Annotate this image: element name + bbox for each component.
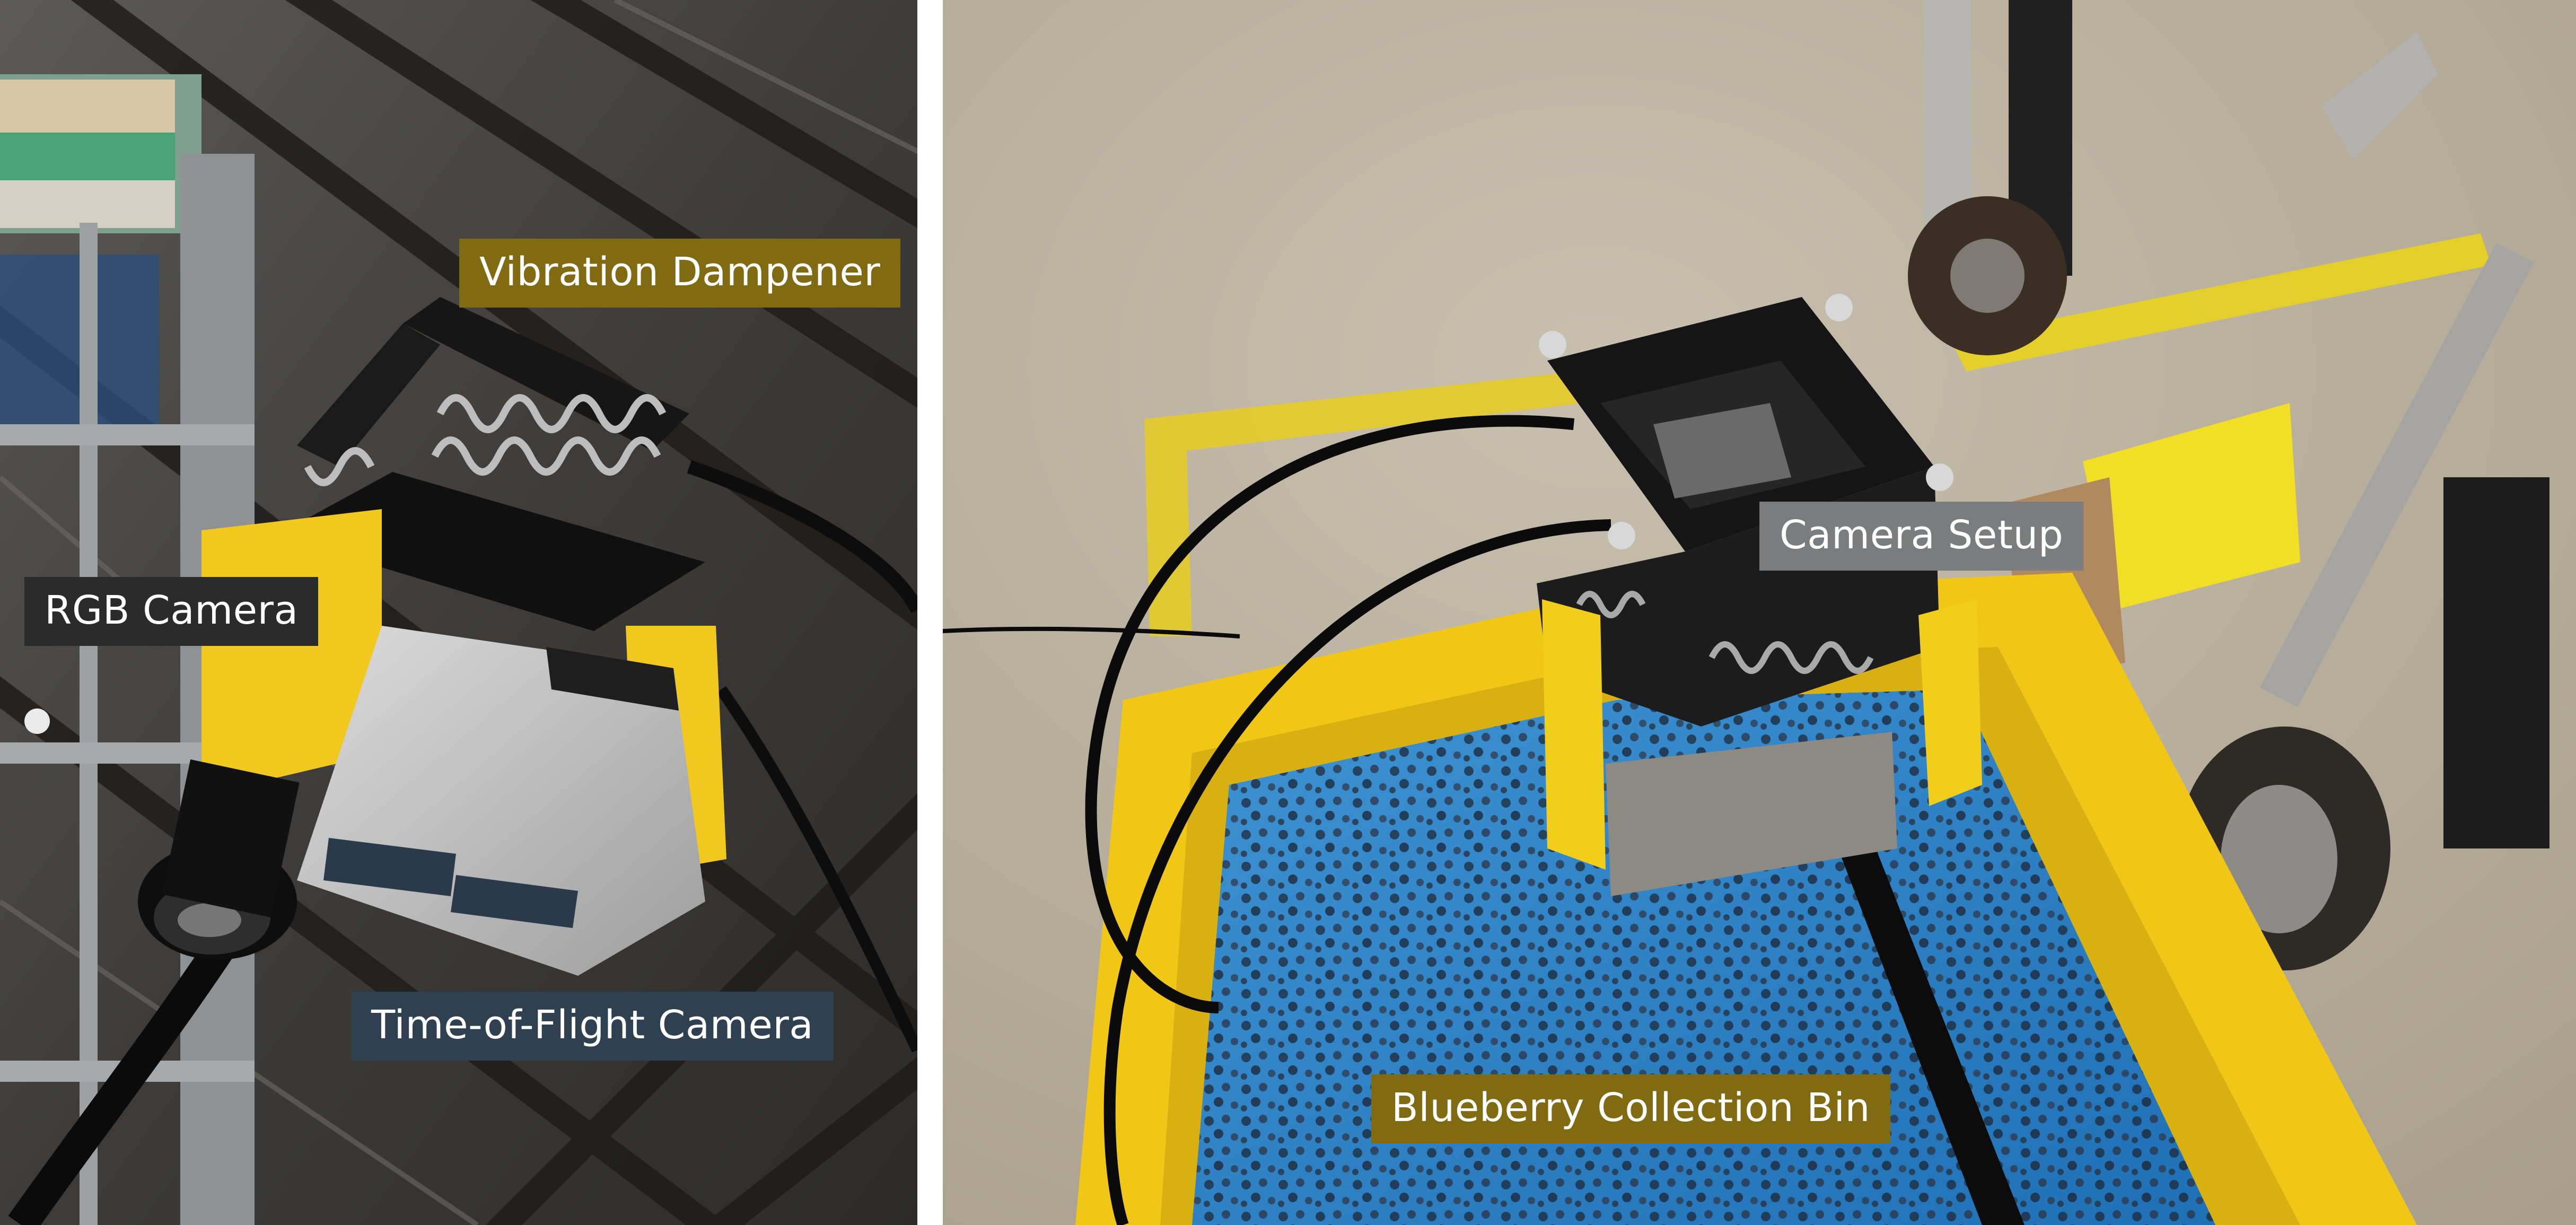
label-tof-camera: Time-of-Flight Camera: [351, 992, 834, 1061]
camera-rig: [138, 297, 726, 976]
right-photo: [943, 0, 2576, 1225]
floor-tape: [1950, 233, 2491, 371]
left-photo-panel: Vibration Dampener RGB Camera Time-of-Fl…: [0, 0, 917, 1225]
right-photo-panel: Camera Setup Blueberry Collection Bin: [943, 0, 2576, 1225]
label-camera-setup: Camera Setup: [1759, 502, 2084, 571]
left-photo: [0, 0, 917, 1225]
label-vibration-dampener: Vibration Dampener: [459, 239, 901, 308]
camera-rig-top-view: [1537, 294, 1982, 896]
support-pole: [1818, 795, 2025, 1225]
label-rgb-camera: RGB Camera: [24, 577, 319, 646]
camera-cables: [943, 415, 1611, 1225]
label-blueberry-collection-bin: Blueberry Collection Bin: [1371, 1074, 1890, 1143]
